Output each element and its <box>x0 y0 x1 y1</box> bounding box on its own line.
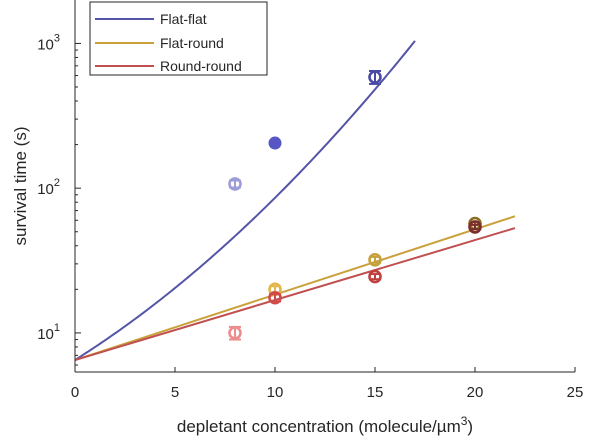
data-point-flat-flat <box>368 70 382 84</box>
legend-box <box>89 1 268 76</box>
legend-label-flat-flat: Flat-flat <box>160 11 207 27</box>
fit-lines <box>75 40 516 361</box>
x-tick-label: 5 <box>171 384 179 401</box>
y-tick-label: 103 <box>37 32 60 53</box>
x-tick-label: 20 <box>467 384 484 401</box>
y-tick-label: 101 <box>37 322 60 343</box>
data-point-round-round <box>228 326 242 340</box>
x-tick-label: 25 <box>567 384 584 401</box>
fit-line-flat-round <box>75 215 516 361</box>
y-tick-label: 102 <box>37 177 60 198</box>
data-points <box>228 69 482 341</box>
x-axis-label-close: ) <box>467 417 473 436</box>
legend-label-round-round: Round-round <box>160 58 242 74</box>
x-tick-label: 0 <box>71 384 79 401</box>
x-tick-label: 15 <box>367 384 384 401</box>
data-point-flat-flat <box>268 136 282 150</box>
fit-line-round-round <box>75 227 516 361</box>
legend: Flat-flat Flat-round Round-round <box>89 1 268 76</box>
y-axis-label: survival time (s) <box>11 126 30 245</box>
data-point-round-round <box>368 269 382 284</box>
y-ticks: 101 102 103 <box>37 32 81 366</box>
data-point-round-round <box>268 290 282 305</box>
x-axis-label: depletant concentration (molecule/µm3) <box>177 414 473 436</box>
data-point-round-round <box>468 220 482 234</box>
legend-label-flat-round: Flat-round <box>160 35 224 51</box>
data-point-flat-round <box>368 252 382 267</box>
x-tick-label: 10 <box>267 384 284 401</box>
x-ticks: 0 5 10 15 20 25 <box>71 367 584 401</box>
fit-line-flat-flat <box>75 40 416 361</box>
data-point-flat-flat <box>228 177 242 191</box>
x-axis-label-superscript: 3 <box>461 414 468 428</box>
